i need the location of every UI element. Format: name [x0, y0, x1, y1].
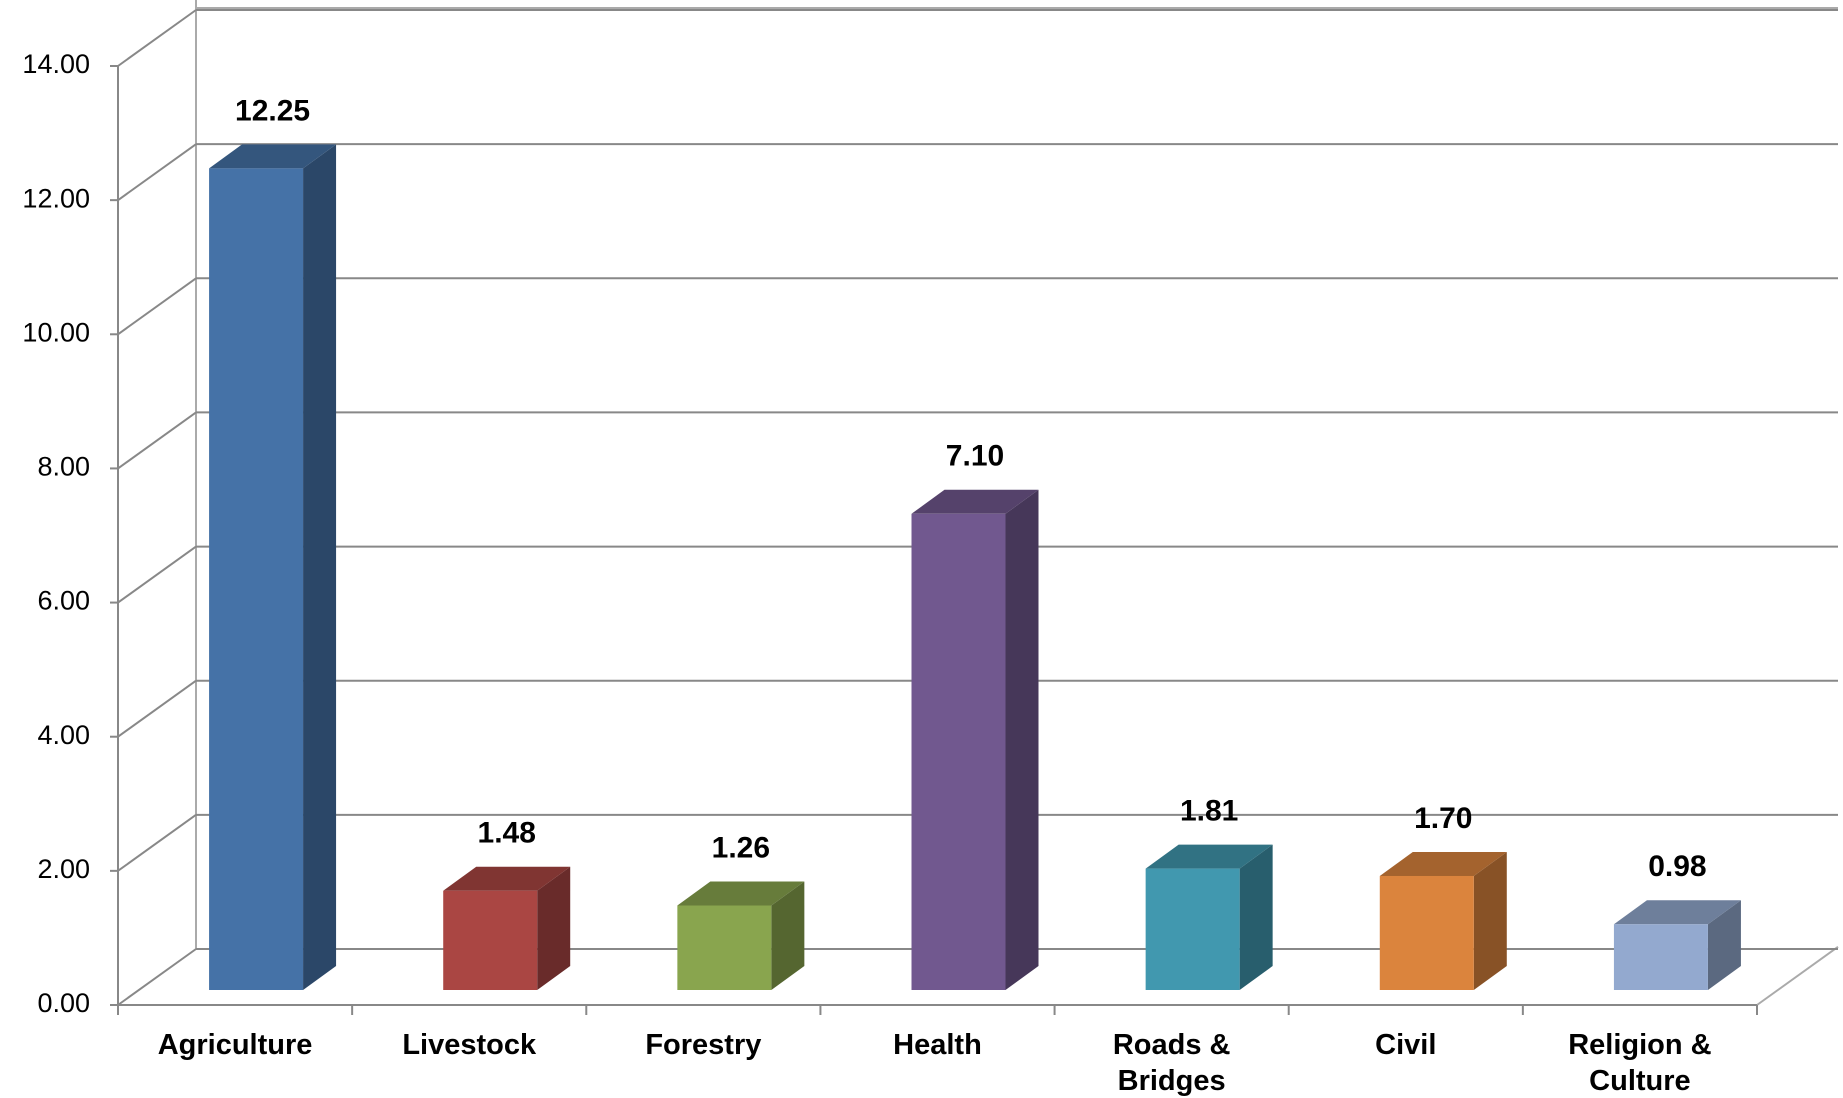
bar-top	[677, 881, 805, 906]
bar-side	[1707, 900, 1741, 990]
y-tick-label: 4.00	[37, 720, 90, 750]
bar-side	[303, 144, 337, 990]
x-tick-label: Livestock	[402, 1029, 537, 1061]
x-tick-label: Civil	[1375, 1029, 1437, 1061]
grid-line	[117, 411, 197, 470]
x-tick-label: Forestry	[645, 1029, 762, 1061]
grid-line	[117, 277, 197, 336]
value-label: 12.25	[235, 94, 310, 127]
y-tick-label: 8.00	[37, 452, 90, 482]
bar-top	[1145, 844, 1273, 869]
bar	[443, 890, 538, 990]
x-tick-label: Roads & Bridges	[1112, 1029, 1231, 1097]
bar	[677, 905, 772, 990]
bar	[1613, 924, 1708, 990]
bar-side	[1005, 489, 1039, 990]
grid-line	[117, 679, 197, 738]
grid-line	[117, 814, 197, 872]
bar-side	[537, 866, 571, 990]
bar-top	[443, 866, 571, 891]
bar-top	[1613, 900, 1741, 925]
value-label: 1.26	[712, 831, 770, 864]
y-tick-label: 0.00	[37, 988, 90, 1018]
y-tick-label: 2.00	[37, 854, 90, 884]
grid-line	[117, 143, 197, 201]
grid-line	[117, 948, 197, 1006]
bar	[1145, 868, 1240, 990]
bar-side	[1473, 851, 1507, 990]
bar	[1379, 875, 1474, 990]
x-tick-label: Religion & Culture	[1568, 1029, 1712, 1097]
x-tick-label: Agriculture	[157, 1029, 313, 1061]
value-label: 1.70	[1414, 802, 1472, 835]
y-tick-label: 12.00	[22, 183, 90, 213]
bar-top	[1379, 851, 1507, 876]
value-label: 0.98	[1648, 850, 1706, 883]
value-label: 1.48	[478, 817, 536, 850]
y-tick-label: 10.00	[22, 317, 90, 347]
bar	[911, 513, 1006, 990]
bar-top	[911, 489, 1039, 514]
bar-side	[1239, 844, 1273, 990]
bar-side	[771, 881, 805, 990]
grid-line	[117, 545, 197, 604]
grid-line	[117, 9, 197, 67]
bar	[209, 168, 304, 990]
x-tick-label: Health	[893, 1029, 982, 1061]
floor-right	[1756, 946, 1839, 1006]
y-tick-label: 14.00	[22, 49, 90, 79]
value-label: 1.81	[1180, 795, 1238, 828]
value-label: 7.10	[946, 440, 1004, 473]
bar-top	[209, 144, 337, 169]
y-tick-label: 6.00	[37, 586, 90, 616]
